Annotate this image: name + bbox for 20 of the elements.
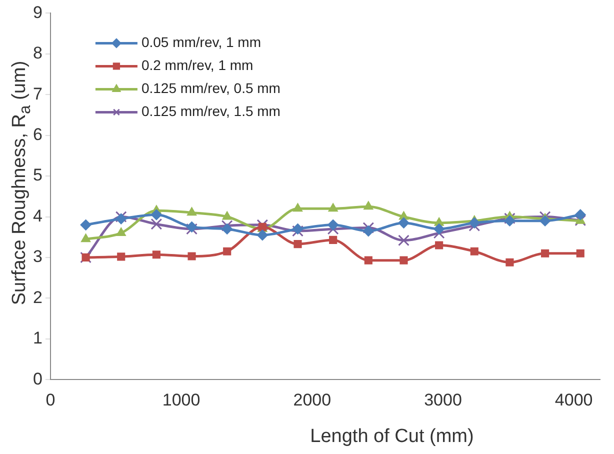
x-tick-label: 4000	[554, 390, 593, 410]
y-tick-label: 4	[32, 206, 42, 226]
legend-label: 0.2 mm/rev, 1 mm	[141, 57, 254, 74]
y-tick-label: 2	[32, 288, 42, 307]
legend-label: 0.125 mm/rev, 1.5 mm	[141, 103, 280, 120]
x-axis-title: Length of Cut (mm)	[310, 426, 474, 448]
y-tick-label: 8	[32, 44, 42, 63]
x-tick-label: 0	[46, 390, 56, 410]
y-tick-label: 5	[32, 166, 42, 185]
x-tick-label: 3000	[424, 390, 462, 410]
y-tick-label: 0	[32, 369, 42, 388]
x-tick-label: 1000	[162, 390, 200, 410]
legend-label: 0.05 mm/rev, 1 mm	[141, 34, 261, 50]
y-tick-label: 9	[32, 2, 42, 22]
y-tick-label: 7	[32, 84, 42, 104]
y-tick-label: 3	[32, 247, 42, 266]
legend-label: 0.125 mm/rev, 0.5 mm	[141, 80, 280, 96]
y-tick-label: 1	[32, 328, 42, 348]
x-tick-label: 2000	[293, 390, 332, 410]
y-tick-label: 6	[32, 125, 42, 144]
